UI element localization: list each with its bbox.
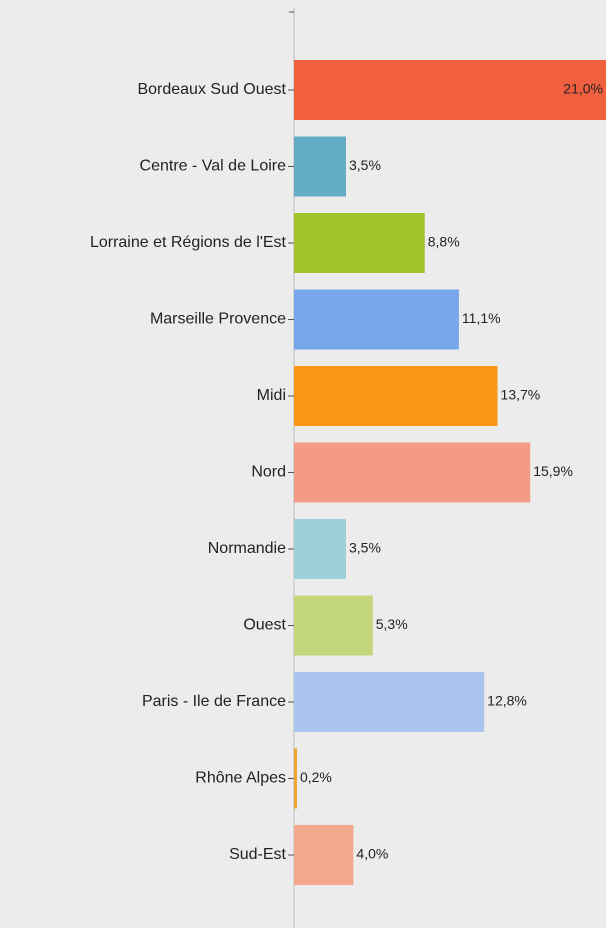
y-tick-label: Centre - Val de Loire <box>140 158 287 175</box>
y-tick-label: Rhône Alpes <box>195 770 286 787</box>
bar <box>294 748 297 809</box>
y-tick-label: Paris - Ile de France <box>142 693 286 710</box>
bar <box>294 213 425 273</box>
bar <box>294 595 373 656</box>
value-label: 12,8% <box>487 693 527 709</box>
value-label: 21,0% <box>563 81 603 97</box>
value-label: 3,5% <box>349 157 381 173</box>
y-tick-label: Ouest <box>243 617 286 634</box>
bar <box>294 289 459 350</box>
bar <box>294 136 346 197</box>
value-label: 4,0% <box>356 846 388 862</box>
value-label: 3,5% <box>349 540 381 556</box>
bar <box>294 442 531 503</box>
y-tick-label: Nord <box>251 464 286 481</box>
y-tick-label: Sud-Est <box>229 846 286 863</box>
bar <box>294 519 346 579</box>
y-tick-label: Midi <box>257 387 286 404</box>
y-tick-label: Lorraine et Régions de l'Est <box>90 234 287 251</box>
bar <box>294 672 485 732</box>
value-label: 0,2% <box>300 769 332 785</box>
y-tick-label: Marseille Provence <box>150 311 286 328</box>
bar <box>294 60 606 120</box>
value-label: 8,8% <box>428 234 460 250</box>
bar <box>294 366 498 426</box>
value-label: 5,3% <box>376 616 408 632</box>
y-tick-label: Bordeaux Sud Ouest <box>137 81 286 98</box>
value-label: 13,7% <box>501 387 541 403</box>
value-label: 11,1% <box>462 310 501 326</box>
y-tick-label: Normandie <box>208 540 286 557</box>
bar <box>294 825 354 885</box>
value-label: 15,9% <box>533 463 573 479</box>
